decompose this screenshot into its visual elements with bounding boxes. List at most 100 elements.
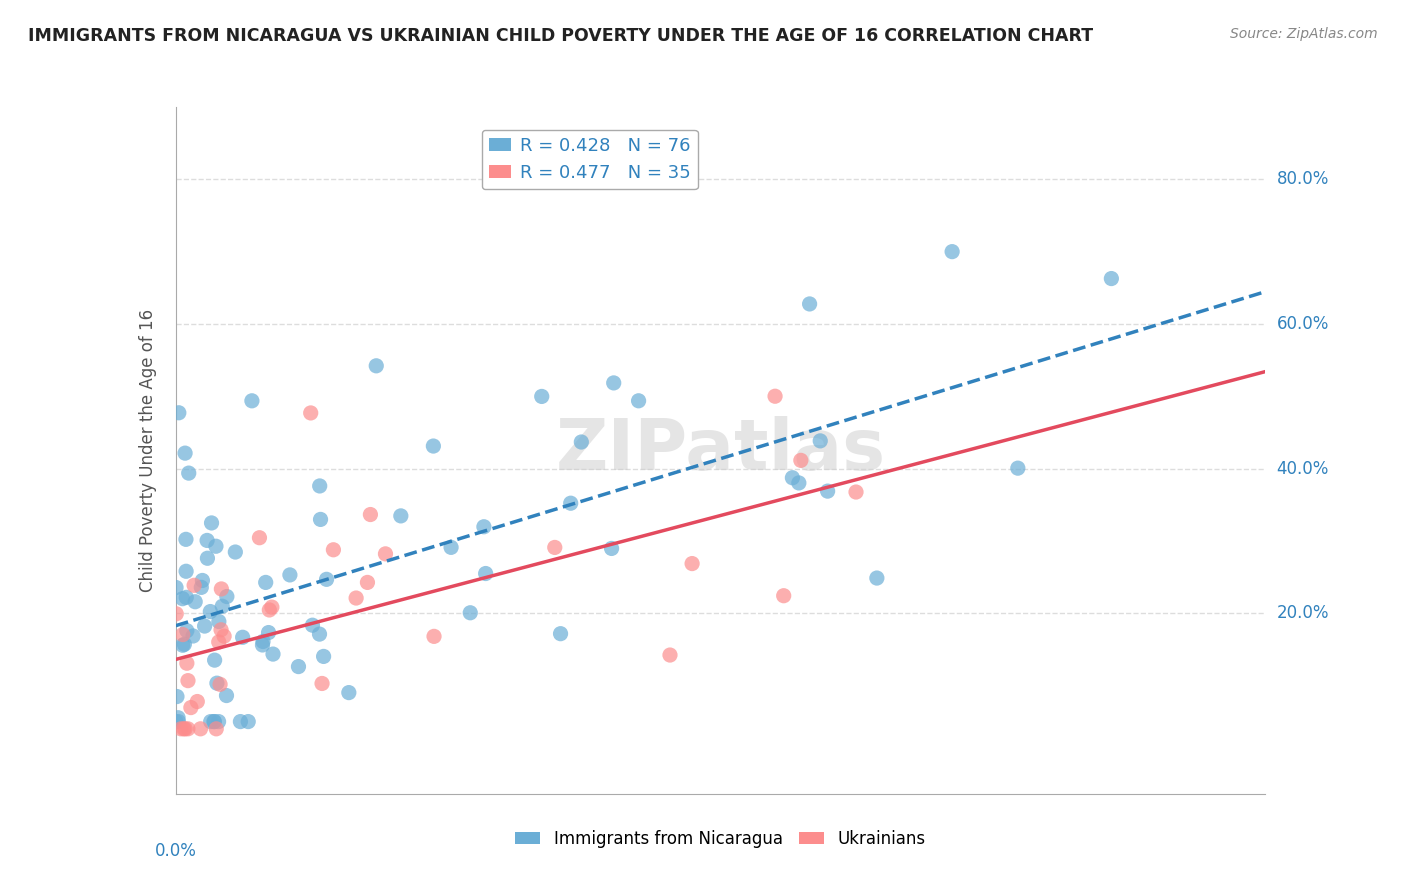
Immigrants from Nicaragua — [172, 638, 194, 652]
Immigrants from Nicaragua — [173, 637, 195, 651]
Ukrainians — [172, 627, 194, 641]
Immigrants from Nicaragua — [278, 568, 301, 582]
Immigrants from Nicaragua — [530, 389, 553, 403]
Immigrants from Nicaragua — [174, 446, 197, 460]
Immigrants from Nicaragua — [262, 647, 284, 661]
Ukrainians — [205, 722, 228, 736]
Immigrants from Nicaragua — [200, 605, 222, 619]
Immigrants from Nicaragua — [782, 471, 804, 485]
Ukrainians — [165, 607, 187, 621]
Ukrainians — [772, 589, 794, 603]
Text: 60.0%: 60.0% — [1277, 315, 1329, 333]
Ukrainians — [260, 600, 283, 615]
Immigrants from Nicaragua — [550, 626, 572, 640]
Immigrants from Nicaragua — [312, 649, 335, 664]
Text: 40.0%: 40.0% — [1277, 459, 1329, 477]
Immigrants from Nicaragua — [808, 434, 831, 448]
Immigrants from Nicaragua — [165, 714, 187, 729]
Immigrants from Nicaragua — [817, 484, 839, 499]
Immigrants from Nicaragua — [184, 595, 207, 609]
Ukrainians — [209, 582, 232, 596]
Ukrainians — [763, 389, 786, 403]
Ukrainians — [209, 623, 232, 637]
Immigrants from Nicaragua — [254, 575, 277, 590]
Ukrainians — [681, 557, 703, 571]
Immigrants from Nicaragua — [389, 508, 412, 523]
Ukrainians — [344, 591, 367, 605]
Immigrants from Nicaragua — [366, 359, 388, 373]
Immigrants from Nicaragua — [1007, 461, 1029, 475]
Immigrants from Nicaragua — [252, 634, 274, 648]
Y-axis label: Child Poverty Under the Age of 16: Child Poverty Under the Age of 16 — [139, 309, 157, 592]
Ukrainians — [170, 722, 193, 736]
Immigrants from Nicaragua — [215, 689, 238, 703]
Immigrants from Nicaragua — [208, 615, 231, 629]
Ukrainians — [208, 635, 231, 649]
Immigrants from Nicaragua — [1099, 271, 1122, 285]
Immigrants from Nicaragua — [252, 638, 274, 652]
Immigrants from Nicaragua — [560, 496, 582, 510]
Immigrants from Nicaragua — [166, 690, 188, 704]
Ukrainians — [423, 629, 446, 643]
Immigrants from Nicaragua — [315, 572, 337, 586]
Immigrants from Nicaragua — [211, 599, 233, 614]
Immigrants from Nicaragua — [232, 630, 254, 644]
Immigrants from Nicaragua — [308, 479, 330, 493]
Immigrants from Nicaragua — [301, 618, 323, 632]
Ukrainians — [845, 485, 868, 500]
Ukrainians — [176, 657, 198, 671]
Immigrants from Nicaragua — [799, 297, 821, 311]
Ukrainians — [209, 677, 232, 691]
Immigrants from Nicaragua — [165, 581, 187, 595]
Legend: Immigrants from Nicaragua, Ukrainians: Immigrants from Nicaragua, Ukrainians — [509, 823, 932, 855]
Immigrants from Nicaragua — [440, 541, 463, 555]
Ukrainians — [544, 541, 567, 555]
Ukrainians — [190, 722, 212, 736]
Ukrainians — [183, 578, 205, 592]
Immigrants from Nicaragua — [257, 625, 280, 640]
Ukrainians — [356, 575, 378, 590]
Immigrants from Nicaragua — [287, 659, 309, 673]
Immigrants from Nicaragua — [309, 512, 332, 526]
Text: ZIPatlas: ZIPatlas — [555, 416, 886, 485]
Immigrants from Nicaragua — [205, 539, 228, 553]
Immigrants from Nicaragua — [197, 551, 219, 566]
Immigrants from Nicaragua — [191, 574, 214, 588]
Immigrants from Nicaragua — [176, 624, 198, 638]
Immigrants from Nicaragua — [229, 714, 252, 729]
Ukrainians — [359, 508, 381, 522]
Immigrants from Nicaragua — [240, 393, 263, 408]
Immigrants from Nicaragua — [422, 439, 444, 453]
Immigrants from Nicaragua — [569, 435, 592, 450]
Immigrants from Nicaragua — [205, 676, 228, 690]
Immigrants from Nicaragua — [224, 545, 246, 559]
Text: 20.0%: 20.0% — [1277, 604, 1329, 622]
Ukrainians — [177, 722, 200, 736]
Immigrants from Nicaragua — [215, 590, 238, 604]
Immigrants from Nicaragua — [181, 629, 204, 643]
Immigrants from Nicaragua — [941, 244, 963, 259]
Immigrants from Nicaragua — [238, 714, 260, 729]
Ukrainians — [173, 722, 195, 736]
Immigrants from Nicaragua — [174, 591, 197, 605]
Ukrainians — [180, 700, 202, 714]
Immigrants from Nicaragua — [202, 714, 225, 729]
Ukrainians — [299, 406, 322, 420]
Text: 0.0%: 0.0% — [155, 842, 197, 860]
Text: IMMIGRANTS FROM NICARAGUA VS UKRAINIAN CHILD POVERTY UNDER THE AGE OF 16 CORRELA: IMMIGRANTS FROM NICARAGUA VS UKRAINIAN C… — [28, 27, 1094, 45]
Immigrants from Nicaragua — [195, 533, 218, 548]
Immigrants from Nicaragua — [603, 376, 626, 390]
Ukrainians — [790, 453, 813, 467]
Immigrants from Nicaragua — [472, 520, 495, 534]
Immigrants from Nicaragua — [337, 685, 360, 699]
Immigrants from Nicaragua — [200, 516, 222, 530]
Immigrants from Nicaragua — [194, 619, 217, 633]
Immigrants from Nicaragua — [167, 714, 190, 729]
Immigrants from Nicaragua — [207, 714, 229, 729]
Immigrants from Nicaragua — [174, 533, 197, 547]
Immigrants from Nicaragua — [458, 606, 481, 620]
Immigrants from Nicaragua — [866, 571, 889, 585]
Immigrants from Nicaragua — [787, 475, 810, 490]
Ukrainians — [374, 547, 396, 561]
Immigrants from Nicaragua — [202, 714, 225, 729]
